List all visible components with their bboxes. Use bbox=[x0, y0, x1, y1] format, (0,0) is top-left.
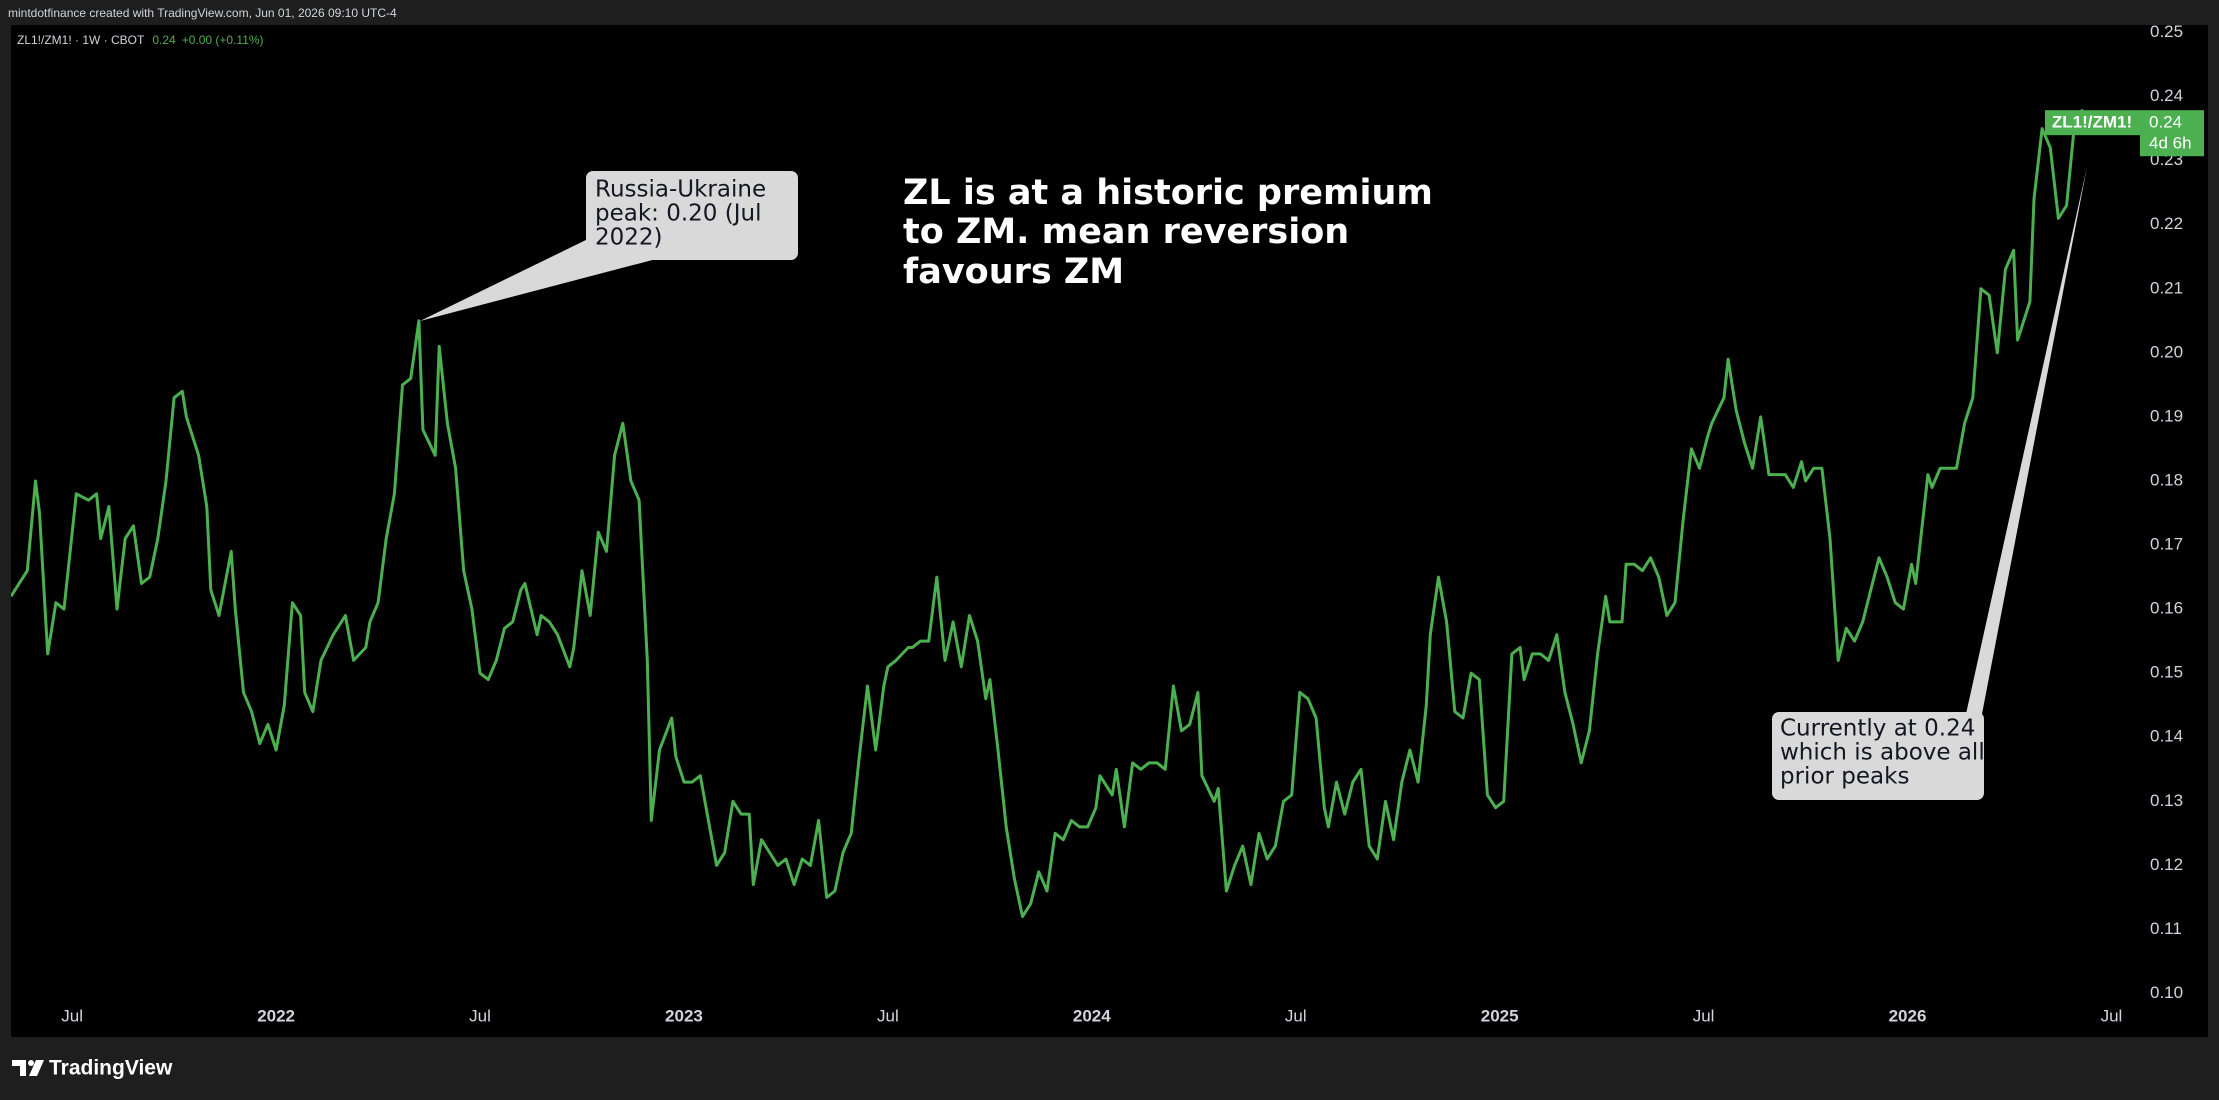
footer-logo: TradingView bbox=[12, 1057, 173, 1080]
headline-line: to ZM. mean reversion bbox=[903, 212, 1349, 252]
logo-mark bbox=[12, 1060, 26, 1076]
y-tick-label: 0.24 bbox=[2150, 86, 2183, 105]
callout-line: peak: 0.20 (Jul bbox=[595, 201, 761, 227]
y-tick-label: 0.17 bbox=[2150, 535, 2183, 554]
y-tick-label: 0.11 bbox=[2150, 919, 2182, 938]
x-tick-label: Jul bbox=[1285, 1006, 1307, 1025]
callout-box bbox=[586, 171, 798, 260]
price-tag bbox=[2140, 110, 2204, 157]
x-tick-label: Jul bbox=[61, 1006, 83, 1025]
price-tag-name-text: ZL1!/ZM1! bbox=[2052, 113, 2132, 132]
annotation-peak: Russia-Ukraine peak: 0.20 (Jul 2022) bbox=[420, 171, 798, 321]
y-tick-label: 0.25 bbox=[2150, 22, 2183, 41]
price-tag-name bbox=[2045, 110, 2140, 136]
logo-mark bbox=[29, 1060, 44, 1076]
legend-last: 0.24 bbox=[152, 33, 176, 47]
callout-box bbox=[1772, 712, 1984, 800]
y-tick-label: 0.22 bbox=[2150, 214, 2183, 233]
price-line bbox=[11, 108, 2085, 919]
pane bbox=[11, 25, 2208, 1037]
callout-line: Currently at 0.24 bbox=[1780, 716, 1975, 742]
callout-line: prior peaks bbox=[1780, 764, 1909, 790]
annotation-headline: ZL is at a historic premium to ZM. mean … bbox=[903, 173, 1433, 292]
logo-dot bbox=[28, 1060, 34, 1066]
x-tick-label: 2025 bbox=[1481, 1006, 1519, 1025]
y-tick-label: 0.13 bbox=[2150, 791, 2183, 810]
y-tick-label: 0.10 bbox=[2150, 983, 2183, 1002]
callout-line: Russia-Ukraine bbox=[595, 177, 766, 203]
x-tick-label: Jul bbox=[877, 1006, 899, 1025]
headline-line: ZL is at a historic premium bbox=[903, 173, 1433, 213]
y-tick-label: 0.21 bbox=[2150, 278, 2183, 297]
callout-pointer bbox=[1966, 167, 2087, 714]
y-tick-label: 0.20 bbox=[2150, 342, 2183, 361]
y-tick-label: 0.12 bbox=[2150, 855, 2183, 874]
legend-symbol: ZL1!/ZM1! · 1W · CBOT bbox=[17, 33, 145, 47]
x-tick-label: 2024 bbox=[1073, 1006, 1111, 1025]
x-tick-label: 2022 bbox=[257, 1006, 295, 1025]
x-tick-label: Jul bbox=[1693, 1006, 1715, 1025]
legend: ZL1!/ZM1! · 1W · CBOT 0.24 +0.00 (+0.11%) bbox=[17, 33, 264, 47]
legend-change: +0.00 (+0.11%) bbox=[182, 33, 264, 47]
x-tick-label: 2023 bbox=[665, 1006, 703, 1025]
headline-line: favours ZM bbox=[903, 252, 1124, 292]
y-tick-label: 0.16 bbox=[2150, 599, 2183, 618]
y-tick-label: 0.19 bbox=[2150, 406, 2183, 425]
y-tick-label: 0.15 bbox=[2150, 663, 2183, 682]
price-tag-countdown: 4d 6h bbox=[2149, 134, 2192, 153]
x-tick-label: Jul bbox=[469, 1006, 491, 1025]
callout-line: 2022) bbox=[595, 225, 663, 251]
y-tick-label: 0.14 bbox=[2150, 727, 2183, 746]
footer-brand: TradingView bbox=[49, 1057, 173, 1080]
attribution: mintdotfinance created with TradingView.… bbox=[8, 6, 397, 20]
annotation-current: Currently at 0.24 which is above all pri… bbox=[1772, 167, 2087, 800]
callout-line: which is above all bbox=[1780, 740, 1985, 766]
y-tick-label: 0.18 bbox=[2150, 470, 2183, 489]
x-tick-label: Jul bbox=[2101, 1006, 2123, 1025]
plot bbox=[11, 108, 2085, 919]
price-tag-value: 0.24 bbox=[2149, 113, 2182, 132]
x-tick-label: 2026 bbox=[1889, 1006, 1927, 1025]
